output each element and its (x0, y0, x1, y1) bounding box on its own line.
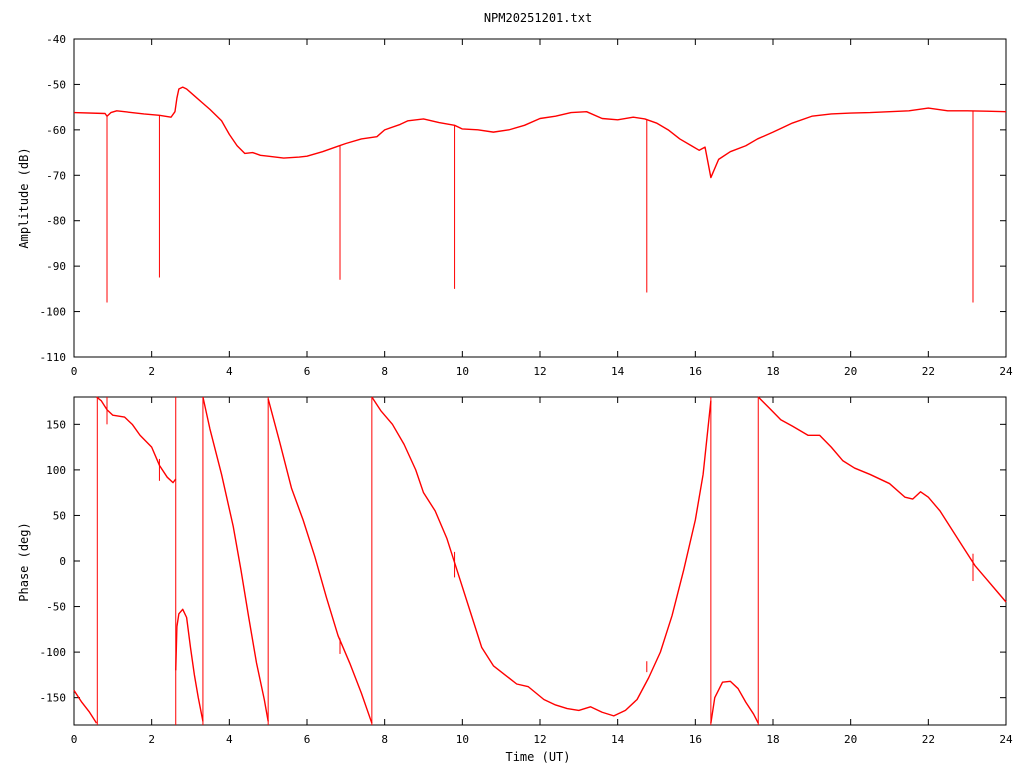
phase-y-axis-label: Phase (deg) (17, 522, 31, 601)
x-tick-label: 18 (766, 733, 779, 746)
y-tick-label: -50 (46, 601, 66, 614)
phase-series (73, 396, 1007, 725)
x-tick-label: 4 (226, 733, 233, 746)
y-tick-label: -50 (46, 78, 66, 91)
x-tick-label: 0 (71, 365, 78, 378)
y-tick-label: 100 (46, 464, 66, 477)
phase-line-segment (371, 396, 712, 717)
x-tick-label: 22 (922, 365, 935, 378)
y-tick-label: -40 (46, 33, 66, 46)
amplitude-line (73, 86, 1007, 179)
x-tick-label: 18 (766, 365, 779, 378)
y-tick-label: -70 (46, 169, 66, 182)
x-tick-label: 8 (381, 365, 388, 378)
x-tick-label: 16 (689, 365, 702, 378)
y-tick-label: 50 (53, 509, 66, 522)
phase-line-segment (202, 396, 269, 722)
y-tick-label: -110 (40, 351, 67, 364)
phase-x-axis-label: Time (UT) (505, 750, 570, 764)
y-tick-label: -100 (40, 306, 67, 319)
x-tick-label: 10 (456, 733, 469, 746)
amplitude-series (73, 86, 1007, 303)
x-tick-label: 24 (999, 733, 1013, 746)
x-tick-label: 10 (456, 365, 469, 378)
y-tick-label: -90 (46, 260, 66, 273)
phase-y-ticks: 150 100 50 0 -50 -100 -150 (40, 418, 1006, 705)
x-tick-label: 2 (148, 365, 155, 378)
x-tick-label: 16 (689, 733, 702, 746)
y-tick-label: -60 (46, 124, 66, 137)
phase-line-segment (710, 680, 759, 724)
x-tick-label: 2 (148, 733, 155, 746)
x-tick-label: 4 (226, 365, 233, 378)
amplitude-panel: 0 2 4 6 8 10 12 14 16 18 20 22 24 -40-50-60-70-80-90… (17, 33, 1013, 378)
x-tick-label: 14 (611, 733, 625, 746)
x-tick-label: 12 (533, 733, 546, 746)
chart-title: NPM20251201.txt (484, 11, 592, 25)
y-tick-label: 0 (59, 555, 66, 568)
x-tick-label: 24 (999, 365, 1013, 378)
y-tick-label: -80 (46, 215, 66, 228)
phase-x-ticks: 0 2 4 6 8 10 12 14 16 18 20 22 24 (71, 397, 1013, 746)
x-tick-label: 12 (533, 365, 546, 378)
amplitude-plot-frame (73, 38, 1007, 358)
y-tick-label: -100 (40, 646, 67, 659)
x-tick-label: 6 (304, 365, 311, 378)
phase-line-segment (757, 396, 1007, 603)
amplitude-y-ticks: -40 -50 -60 -70 -80 -90 -100 -110 (40, 33, 1006, 364)
y-tick-label: -150 (40, 692, 67, 705)
x-tick-label: 6 (304, 733, 311, 746)
phase-line-segment (96, 396, 177, 484)
phase-panel: 0 2 4 6 8 10 12 14 16 18 20 22 24 150100500-50-100-1… (17, 396, 1013, 764)
amplitude-x-ticks: 0 2 4 6 8 10 12 14 16 18 20 22 24 (71, 39, 1013, 378)
x-tick-label: 8 (381, 733, 388, 746)
phase-line-segment (73, 689, 98, 724)
x-tick-label: 0 (71, 733, 78, 746)
x-tick-label: 20 (844, 365, 857, 378)
x-tick-label: 20 (844, 733, 857, 746)
y-tick-label: 150 (46, 418, 66, 431)
x-tick-label: 14 (611, 365, 625, 378)
phase-line-segment (267, 398, 373, 724)
phase-line-segment (175, 608, 204, 722)
x-tick-label: 22 (922, 733, 935, 746)
amplitude-y-axis-label: Amplitude (dB) (17, 147, 31, 248)
